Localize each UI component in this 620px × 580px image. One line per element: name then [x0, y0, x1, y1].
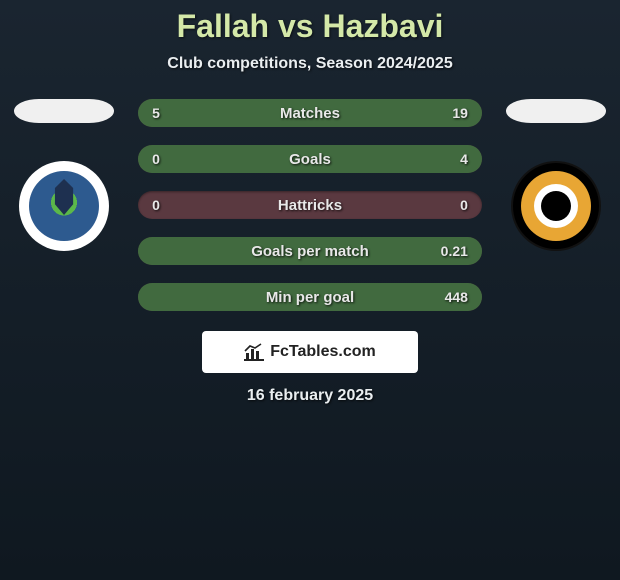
right-column	[502, 99, 610, 251]
left-country-flag	[14, 99, 114, 123]
page-title: Fallah vs Hazbavi	[0, 8, 620, 45]
date-text: 16 february 2025	[0, 387, 620, 405]
right-club-logo[interactable]	[511, 161, 601, 251]
widget-container: Fallah vs Hazbavi Club competitions, Sea…	[0, 0, 620, 405]
stat-label: Matches	[138, 105, 482, 122]
stat-label: Goals per match	[138, 243, 482, 260]
brand-text: FcTables.com	[270, 343, 376, 361]
stat-bar: 0 Goals 4	[138, 145, 482, 173]
right-country-flag	[506, 99, 606, 123]
logo-center	[534, 184, 578, 228]
brand-link[interactable]: FcTables.com	[202, 331, 418, 373]
content-row: 5 Matches 19 0 Goals 4 0 Hattricks 0	[0, 99, 620, 311]
stat-label: Min per goal	[138, 289, 482, 306]
stat-label: Goals	[138, 151, 482, 168]
left-club-logo[interactable]	[19, 161, 109, 251]
stats-column: 5 Matches 19 0 Goals 4 0 Hattricks 0	[138, 99, 482, 311]
chart-icon	[244, 343, 264, 361]
sun-ring-icon	[521, 171, 591, 241]
stat-bar: 5 Matches 19	[138, 99, 482, 127]
subtitle: Club competitions, Season 2024/2025	[0, 55, 620, 73]
stat-right-value: 0.21	[441, 243, 468, 259]
stat-right-value: 19	[452, 105, 468, 121]
left-column	[10, 99, 118, 251]
stat-right-value: 4	[460, 151, 468, 167]
stat-right-value: 0	[460, 197, 468, 213]
logo-inner	[541, 191, 571, 221]
stat-label: Hattricks	[138, 197, 482, 214]
stat-right-value: 448	[445, 289, 468, 305]
stat-bar: Min per goal 448	[138, 283, 482, 311]
stat-bar: Goals per match 0.21	[138, 237, 482, 265]
stat-bar: 0 Hattricks 0	[138, 191, 482, 219]
anchor-icon	[29, 171, 99, 241]
